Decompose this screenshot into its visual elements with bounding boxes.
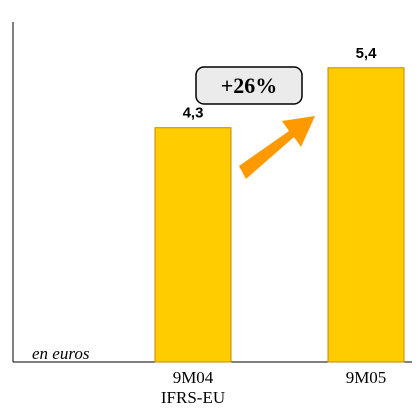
x-tick-label-9m04: 9M04 (173, 368, 214, 387)
growth-badge-box (195, 66, 303, 105)
growth-arrow-icon (239, 116, 315, 179)
data-label-9m04: 4,3 (183, 105, 204, 122)
bar-9m04 (154, 127, 232, 363)
growth-badge-text: +26% (221, 73, 278, 98)
x-tick-label-9m05: 9M05 (346, 368, 387, 387)
growth-badge: +26% (195, 66, 303, 105)
x-tick-sublabel-9m04: IFRS-EU (161, 388, 225, 407)
bar-9m05 (327, 67, 405, 363)
data-label-9m05: 5,4 (356, 45, 378, 62)
unit-label: en euros (32, 344, 90, 363)
